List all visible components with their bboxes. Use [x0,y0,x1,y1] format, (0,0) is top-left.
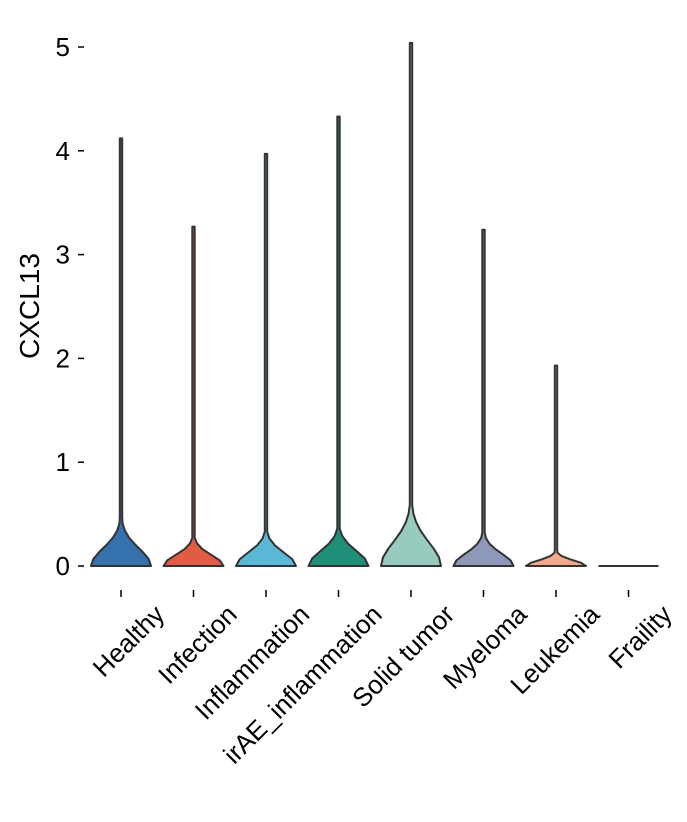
violin-myeloma [452,228,515,567]
violin-inflammation [235,152,297,567]
x-axis: HealthyInfectionInflammationirAE_inflamm… [87,590,678,769]
y-tick-label: 4 [56,136,70,166]
y-tick-label: 3 [56,240,70,270]
y-tick-label: 1 [56,447,70,477]
violin-infection [162,225,225,567]
violin-leukemia [525,364,587,567]
x-tick-label: Fraility [602,599,677,674]
violin-irae-inflammation [307,115,370,567]
violins [90,41,659,567]
y-tick-label: 2 [56,343,70,373]
y-tick-label: 0 [56,551,70,581]
y-tick-label: 5 [56,32,70,62]
violin-healthy [90,137,152,567]
violin-solid-tumor [380,41,442,567]
y-axis-label: CXCL13 [14,253,45,359]
y-axis: 0 1 2 3 4 5 [56,32,84,581]
